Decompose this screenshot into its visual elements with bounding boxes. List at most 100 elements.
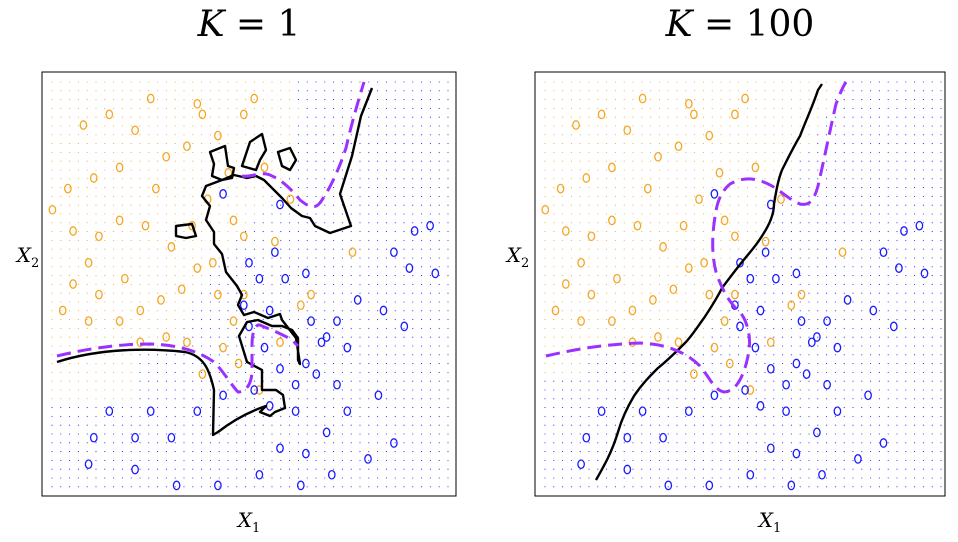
grid-dot — [377, 134, 379, 136]
grid-dot — [341, 266, 343, 268]
grid-dot — [121, 90, 123, 92]
grid-dot — [421, 283, 423, 285]
grid-dot — [429, 319, 431, 321]
grid-dot — [799, 477, 801, 479]
grid-dot — [77, 266, 79, 268]
data-point-blue — [782, 379, 790, 390]
grid-dot — [421, 239, 423, 241]
grid-dot — [790, 248, 792, 250]
grid-dot — [95, 160, 97, 162]
grid-dot — [579, 195, 581, 197]
grid-dot — [60, 266, 62, 268]
grid-dot — [421, 389, 423, 391]
grid-dot — [403, 143, 405, 145]
grid-dot — [896, 389, 898, 391]
grid-dot — [60, 283, 62, 285]
grid-dot — [720, 468, 722, 470]
grid-dot — [324, 407, 326, 409]
grid-dot — [817, 292, 819, 294]
grid-dot — [702, 107, 704, 109]
grid-dot — [931, 195, 933, 197]
grid-dot — [438, 231, 440, 233]
grid-dot — [429, 301, 431, 303]
grid-dot — [236, 486, 238, 488]
data-point-orange — [193, 263, 202, 273]
grid-dot — [562, 486, 564, 488]
grid-dot — [790, 310, 792, 312]
grid-dot — [764, 283, 766, 285]
grid-dot — [773, 257, 775, 259]
data-point-blue — [374, 390, 383, 401]
grid-dot — [359, 134, 361, 136]
grid-dot — [782, 160, 784, 162]
data-point-orange — [219, 342, 227, 353]
grid-dot — [385, 283, 387, 285]
grid-dot — [412, 442, 414, 444]
grid-dot — [412, 143, 414, 145]
grid-dot — [773, 336, 775, 338]
grid-dot — [333, 248, 335, 250]
grid-dot — [324, 151, 326, 153]
grid-dot — [870, 327, 872, 329]
grid-dot — [359, 407, 361, 409]
grid-dot — [69, 275, 71, 277]
grid-dot — [588, 266, 590, 268]
grid-dot — [306, 90, 308, 92]
grid-dot — [359, 222, 361, 224]
grid-dot — [236, 204, 238, 206]
grid-dot — [113, 160, 115, 162]
grid-dot — [333, 151, 335, 153]
grid-dot — [588, 371, 590, 373]
grid-dot — [746, 310, 748, 312]
grid-dot — [843, 125, 845, 127]
grid-dot — [192, 187, 194, 189]
grid-dot — [817, 257, 819, 259]
grid-dot — [817, 231, 819, 233]
grid-dot — [940, 222, 942, 224]
grid-dot — [289, 442, 291, 444]
grid-dot — [280, 266, 282, 268]
grid-dot — [896, 204, 898, 206]
grid-dot — [914, 134, 916, 136]
grid-dot — [333, 459, 335, 461]
grid-dot — [377, 151, 379, 153]
grid-dot — [817, 310, 819, 312]
grid-dot — [931, 107, 933, 109]
grid-dot — [843, 442, 845, 444]
grid-dot — [562, 310, 564, 312]
grid-dot — [368, 81, 370, 83]
grid-dot — [315, 283, 317, 285]
grid-dot — [86, 433, 88, 435]
grid-dot — [447, 310, 449, 312]
grid-dot — [940, 125, 942, 127]
grid-dot — [641, 99, 643, 101]
grid-dot — [77, 107, 79, 109]
grid-dot — [799, 389, 801, 391]
grid-dot — [905, 301, 907, 303]
grid-dot — [394, 451, 396, 453]
grid-dot — [676, 398, 678, 400]
grid-dot — [878, 283, 880, 285]
grid-dot — [157, 380, 159, 382]
grid-dot — [720, 125, 722, 127]
grid-dot — [429, 222, 431, 224]
grid-dot — [315, 407, 317, 409]
grid-dot — [429, 81, 431, 83]
grid-dot — [306, 195, 308, 197]
grid-dot — [86, 336, 88, 338]
grid-dot — [799, 178, 801, 180]
data-point-blue — [105, 406, 114, 417]
grid-dot — [755, 195, 757, 197]
grid-dot — [271, 477, 273, 479]
grid-dot — [650, 151, 652, 153]
grid-dot — [218, 266, 220, 268]
grid-dot — [385, 204, 387, 206]
grid-dot — [755, 398, 757, 400]
grid-dot — [852, 371, 854, 373]
grid-dot — [896, 363, 898, 365]
grid-dot — [403, 134, 405, 136]
grid-dot — [720, 327, 722, 329]
grid-dot — [306, 283, 308, 285]
grid-dot — [438, 407, 440, 409]
grid-dot — [192, 178, 194, 180]
